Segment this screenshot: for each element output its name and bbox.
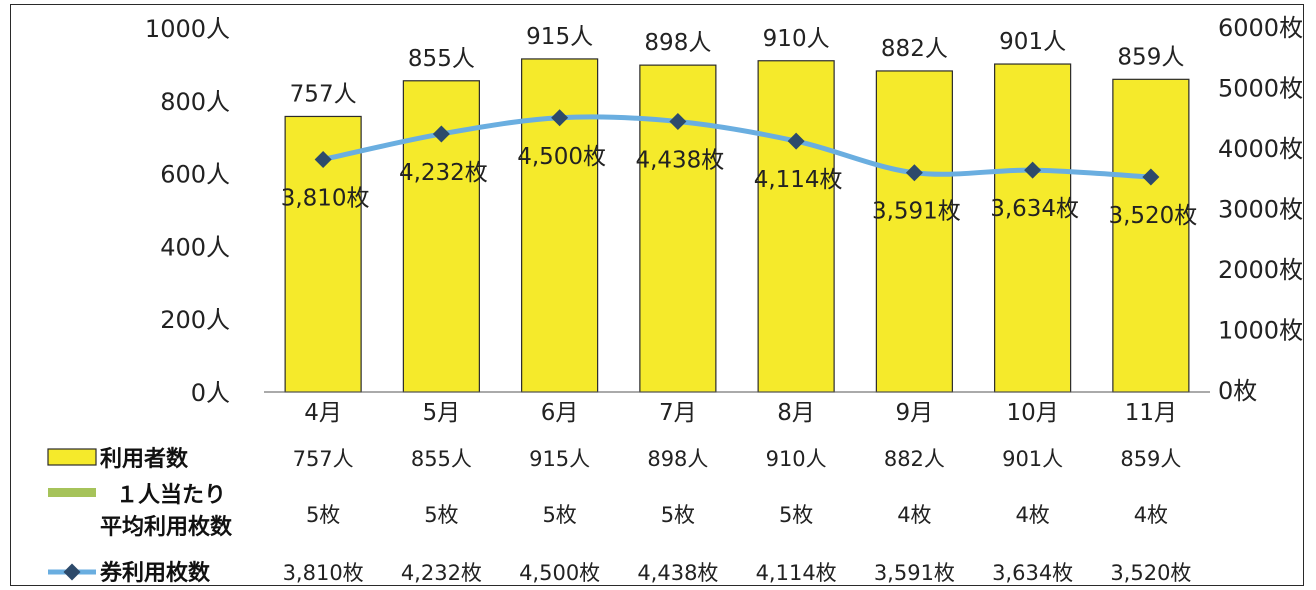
table-cell-users: 859人	[1120, 447, 1181, 471]
right-tick-label: 5000枚	[1218, 75, 1303, 103]
legend-label-avg-line2: 平均利用枚数	[100, 514, 233, 540]
left-axis: 0人 200人 400人 600人 800人 1000人	[145, 15, 230, 407]
line-marker	[669, 113, 687, 130]
table-cell-users: 882人	[884, 447, 945, 471]
left-tick-label: 400人	[160, 233, 230, 261]
table-cell-tickets: 3,520枚	[1110, 561, 1191, 585]
category-label: 10月	[1006, 400, 1058, 426]
line-value-label: 3,520枚	[1108, 203, 1197, 229]
bar-value-label: 855人	[408, 46, 475, 72]
bar	[1112, 78, 1190, 393]
line-data-labels: 3,810枚 4,232枚 4,500枚 4,438枚 4,114枚 3,591枚 3,63…	[281, 144, 1198, 229]
table-cell-avg: 5枚	[661, 503, 695, 527]
category-label: 5月	[423, 400, 461, 426]
line-value-label: 4,500枚	[517, 144, 606, 170]
category-label: 7月	[659, 400, 697, 426]
bar-value-label: 910人	[763, 26, 830, 52]
table-cell-users: 898人	[647, 447, 708, 471]
line-marker	[787, 132, 805, 150]
table-cell-avg: 4枚	[897, 503, 931, 527]
right-tick-label: 6000枚	[1218, 14, 1303, 42]
legend-label-bar: 利用者数	[100, 446, 189, 472]
bar-data-labels: 757人 855人 915人 898人 910人 882人 901人 859人	[290, 24, 1185, 108]
chart-frame	[10, 4, 1304, 586]
table-cell-users: 910人	[766, 447, 827, 471]
category-label: 11月	[1125, 400, 1177, 426]
bar-series	[264, 58, 1210, 393]
table-cell-tickets: 3,634枚	[992, 561, 1073, 585]
right-tick-label: 1000枚	[1218, 317, 1303, 345]
line-marker	[905, 164, 923, 182]
line-value-label: 3,591枚	[872, 199, 961, 225]
line-value-label: 4,232枚	[399, 160, 488, 186]
table-cell-users: 757人	[293, 447, 354, 471]
right-tick-label: 0枚	[1218, 377, 1257, 405]
table-cell-avg: 5枚	[424, 503, 458, 527]
category-label: 9月	[896, 400, 934, 426]
line-series	[314, 109, 1160, 186]
legend-label-avg-line1: １人当たり	[116, 483, 226, 508]
legend-swatch-bar	[47, 448, 97, 466]
table-cell-users: 901人	[1002, 447, 1063, 471]
table-cell-users: 915人	[529, 447, 590, 471]
category-label: 6月	[541, 400, 579, 426]
table-cell-tickets: 4,232枚	[401, 561, 482, 585]
category-label: 8月	[777, 400, 815, 426]
line-marker	[314, 151, 332, 168]
table-cell-avg: 5枚	[306, 503, 340, 527]
legend-swatch-avg	[48, 488, 96, 497]
bar	[875, 70, 953, 393]
bar-value-label: 915人	[526, 24, 593, 50]
table-cell-avg: 4枚	[1015, 503, 1049, 527]
right-tick-label: 2000枚	[1218, 256, 1303, 284]
line-value-label: 4,114枚	[754, 167, 843, 193]
table-cell-avg: 4枚	[1134, 503, 1168, 527]
table-cell-users: 855人	[411, 447, 472, 471]
table-cell-tickets: 4,500枚	[519, 561, 600, 585]
table-cell-tickets: 4,438枚	[637, 561, 718, 585]
bar-value-label: 859人	[1117, 44, 1184, 70]
bar-value-label: 882人	[881, 36, 948, 62]
left-tick-label: 600人	[160, 161, 230, 189]
table-cell-tickets: 3,591枚	[874, 561, 955, 585]
right-tick-label: 4000枚	[1218, 135, 1303, 163]
bar	[757, 60, 835, 393]
left-tick-label: 200人	[160, 306, 230, 334]
legend-marker-line	[63, 563, 81, 581]
category-label: 4月	[304, 400, 342, 426]
table-cell-tickets: 4,114枚	[756, 561, 837, 585]
right-tick-label: 3000枚	[1218, 196, 1303, 224]
bar	[521, 58, 599, 393]
bar-value-label: 757人	[290, 81, 357, 107]
line-value-label: 3,634枚	[990, 196, 1079, 222]
legend-label-line: 券利用枚数	[99, 560, 211, 586]
line-marker	[551, 109, 569, 127]
right-axis: 0枚 1000枚 2000枚 3000枚 4000枚 5000枚 6000枚	[1218, 14, 1303, 405]
line-marker	[432, 125, 450, 143]
line-value-label: 4,438枚	[635, 148, 724, 174]
bar-value-label: 901人	[999, 29, 1066, 55]
bar-value-label: 898人	[644, 30, 711, 56]
bar	[994, 63, 1072, 393]
left-tick-label: 800人	[160, 88, 230, 116]
line-value-label: 3,810枚	[281, 185, 370, 211]
table-cell-tickets: 3,810枚	[283, 561, 364, 585]
left-tick-label: 1000人	[145, 15, 230, 43]
table-cell-avg: 5枚	[779, 503, 813, 527]
category-labels: 4月 5月 6月 7月 8月 9月 10月 11月	[304, 400, 1177, 426]
table-cell-avg: 5枚	[542, 503, 576, 527]
left-tick-label: 0人	[191, 379, 230, 407]
